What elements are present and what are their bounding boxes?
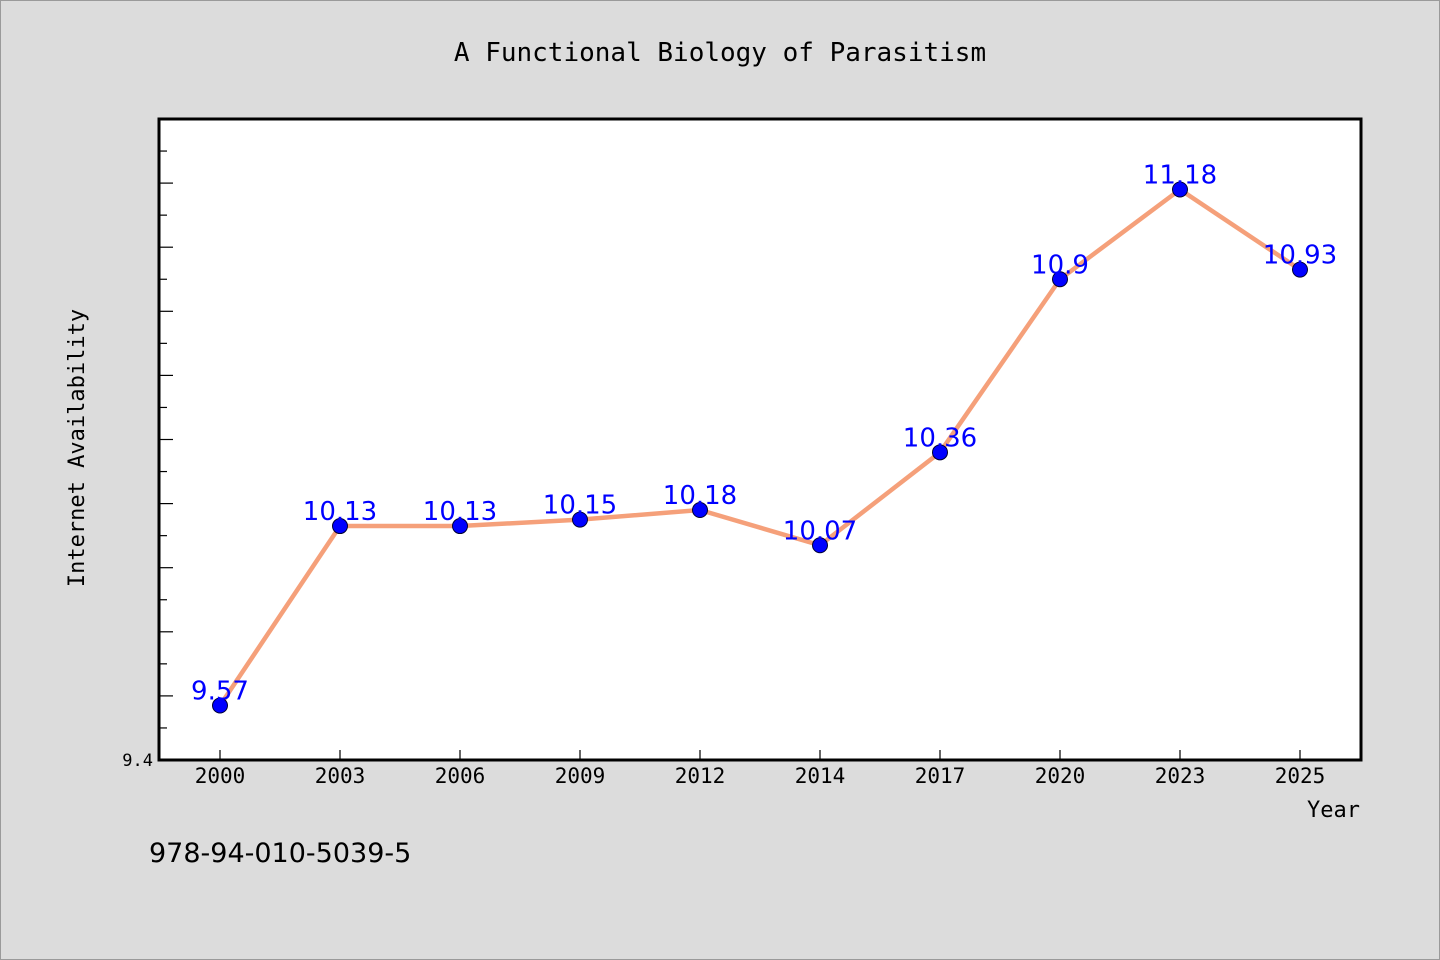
x-tick-label: 2014 bbox=[795, 764, 846, 788]
x-tick-label: 2000 bbox=[195, 764, 246, 788]
data-point-2009 bbox=[572, 511, 588, 528]
x-tick-label: 2020 bbox=[1035, 764, 1086, 788]
x-tick-label: 2012 bbox=[675, 764, 726, 788]
data-label-2023: 11.18 bbox=[1143, 161, 1217, 191]
data-label-2025: 10.93 bbox=[1263, 241, 1337, 271]
y-tick-label: 9.4 bbox=[122, 751, 153, 771]
x-tick-label: 2025 bbox=[1275, 764, 1326, 788]
data-point-2017 bbox=[932, 444, 948, 461]
data-label-2020: 10.9 bbox=[1031, 250, 1089, 280]
series-line bbox=[217, 187, 1303, 708]
data-labels: 9.57 10.13 10.13 10.15 10.18 10.07 10.36 10.9 11… bbox=[191, 161, 1337, 707]
data-point-2014 bbox=[812, 537, 828, 554]
x-tick-label: 2003 bbox=[315, 764, 366, 788]
data-markers bbox=[212, 181, 1308, 714]
y-axis-ticks bbox=[159, 150, 173, 729]
series-line-group bbox=[217, 187, 1303, 708]
data-point-2025 bbox=[1292, 261, 1308, 278]
y-axis-title: Internet Availability bbox=[65, 309, 90, 587]
plot-area bbox=[157, 117, 1363, 762]
data-point-2023 bbox=[1172, 181, 1188, 198]
x-tick-label: 2023 bbox=[1155, 764, 1206, 788]
data-label-2014: 10.07 bbox=[783, 516, 857, 546]
data-label-2017: 10.36 bbox=[903, 423, 977, 453]
data-point-2006 bbox=[452, 518, 468, 535]
data-label-2000: 9.57 bbox=[191, 677, 249, 707]
data-label-2006: 10.13 bbox=[423, 497, 497, 527]
x-tick-label: 2017 bbox=[915, 764, 966, 788]
data-point-2000 bbox=[212, 697, 228, 714]
data-label-2003: 10.13 bbox=[303, 497, 377, 527]
x-tick-labels: 2000 2003 2006 2009 2012 2014 2017 2020 2023 2025 bbox=[195, 764, 1326, 788]
chart-title: A Functional Biology of Parasitism bbox=[454, 38, 986, 68]
data-label-2009: 10.15 bbox=[543, 491, 617, 521]
y-tick-labels: 9.4 bbox=[122, 751, 153, 771]
data-point-2020 bbox=[1052, 271, 1068, 288]
data-label-2012: 10.18 bbox=[663, 481, 737, 511]
isbn-footnote: 978-94-010-5039-5 bbox=[149, 838, 411, 869]
x-axis-ticks bbox=[219, 750, 1301, 760]
x-tick-label: 2006 bbox=[435, 764, 486, 788]
x-axis-title: Year bbox=[1307, 798, 1360, 823]
data-point-2012 bbox=[692, 502, 708, 519]
x-tick-label: 2009 bbox=[555, 764, 606, 788]
data-point-2003 bbox=[332, 518, 348, 535]
